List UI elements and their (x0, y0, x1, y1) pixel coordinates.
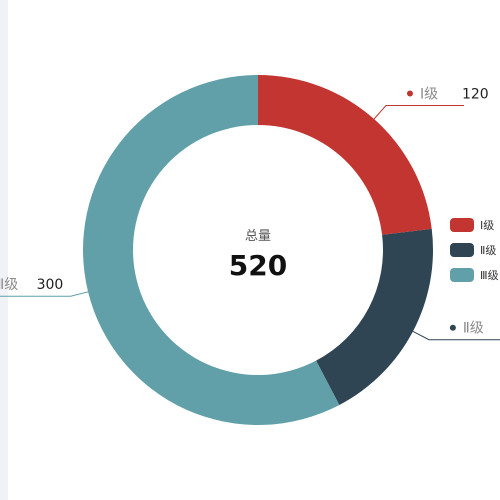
callout-label-level-1: Ⅰ级 (420, 87, 438, 103)
legend-swatch-level-1[interactable] (450, 218, 474, 232)
callout-line-level-2 (410, 329, 500, 341)
slice-level-3[interactable] (82, 75, 340, 425)
callout-line-level-1 (372, 105, 464, 121)
callout-label-level-3: Ⅲ级 (0, 277, 18, 293)
center-title: 总量 (245, 229, 271, 244)
callout-group: Ⅰ级120Ⅱ级100Ⅲ级300 (0, 87, 500, 341)
legend[interactable]: Ⅰ级 Ⅱ级 Ⅲ级 (450, 218, 499, 282)
legend-label-level-1[interactable]: Ⅰ级 (480, 219, 494, 232)
callout-dot-level-2 (449, 324, 456, 331)
callout-line-level-3 (0, 290, 91, 297)
slice-level-1[interactable] (258, 75, 432, 235)
slice-group (82, 75, 433, 425)
legend-label-level-2[interactable]: Ⅱ级 (480, 244, 496, 257)
left-panel-strip (0, 0, 8, 500)
callout-value-level-1: 120 (462, 87, 489, 103)
slice-level-2[interactable] (316, 228, 433, 405)
callout-label-level-2: Ⅱ级 (463, 321, 484, 337)
legend-swatch-level-2[interactable] (450, 243, 474, 257)
legend-swatch-level-3[interactable] (450, 268, 474, 282)
callout-dot-level-1 (406, 90, 413, 97)
callout-value-level-3: 300 (37, 277, 64, 293)
center-total-value: 520 (229, 249, 287, 282)
legend-label-level-3[interactable]: Ⅲ级 (480, 269, 499, 282)
